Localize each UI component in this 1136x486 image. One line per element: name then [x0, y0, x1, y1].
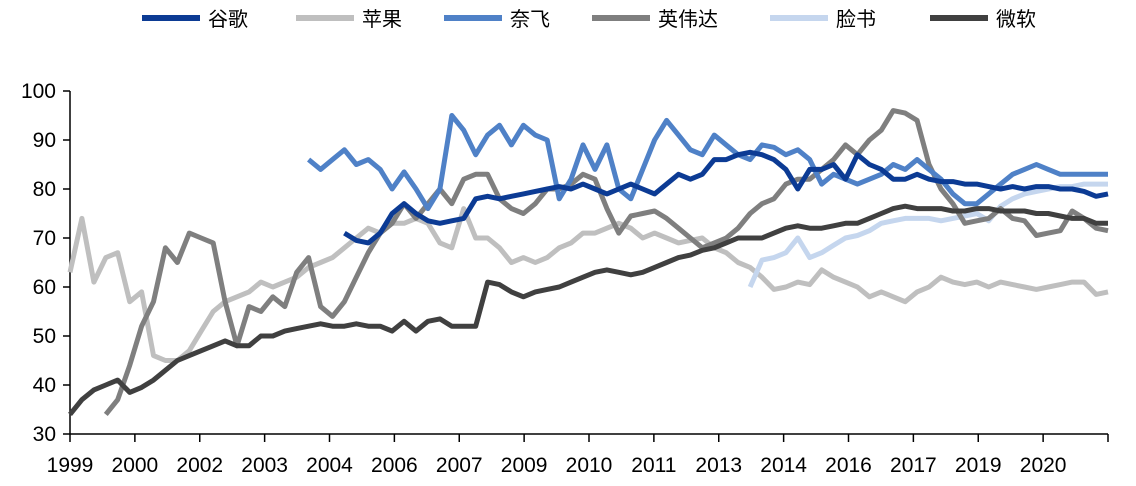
- x-axis: 1999 2000 2002 2003 2004 2006 2007 2009 2010 2011…: [47, 433, 1109, 477]
- x-tick-label: 2002: [176, 454, 223, 477]
- series-layer: [67, 108, 1109, 416]
- legend-label: 微软: [996, 7, 1036, 31]
- x-tick-label: 2016: [825, 454, 872, 477]
- legend: 谷歌 苹果 奈飞 英伟达 脸书 微软: [142, 7, 1036, 31]
- y-tick-label: 90: [33, 129, 56, 152]
- x-tick-label: 2010: [566, 454, 613, 477]
- legend-label: 苹果: [362, 7, 402, 31]
- x-tick-label: 2011: [631, 454, 676, 477]
- x-tick-label: 2019: [955, 454, 1002, 477]
- series-line-0: [343, 149, 1109, 246]
- x-tick-label: 2020: [1020, 454, 1067, 477]
- series-line-2: [307, 113, 1108, 212]
- legend-label: 谷歌: [208, 7, 248, 31]
- x-tick-label: 2003: [241, 454, 288, 477]
- series-line-5: [68, 203, 1108, 416]
- legend-label: 脸书: [836, 7, 876, 31]
- legend-label: 奈飞: [510, 7, 550, 31]
- x-tick-label: 2009: [501, 454, 548, 477]
- x-tick-label: 1999: [47, 454, 94, 477]
- x-tick-label: 2000: [112, 454, 159, 477]
- series-line-3: [103, 108, 1109, 416]
- x-tick-label: 2004: [306, 454, 353, 477]
- y-tick-label: 70: [33, 227, 56, 250]
- x-tick-label: 2007: [436, 454, 483, 477]
- x-tick-label: 2014: [760, 454, 807, 477]
- series-line-1: [67, 206, 1109, 363]
- legend-label: 英伟达: [658, 7, 718, 31]
- x-tick-label: 2017: [890, 454, 937, 477]
- y-tick-label: 60: [33, 276, 56, 299]
- y-tick-label: 30: [33, 423, 56, 446]
- series-line-4: [747, 181, 1108, 289]
- y-tick-label: 100: [21, 80, 56, 103]
- y-axis: 30 40 50 60 70 80 90 100: [21, 80, 71, 446]
- y-tick-label: 80: [33, 178, 56, 201]
- x-tick-label: 2013: [695, 454, 742, 477]
- y-tick-label: 40: [33, 374, 56, 397]
- y-tick-label: 50: [33, 325, 56, 348]
- x-tick-label: 2006: [371, 454, 418, 477]
